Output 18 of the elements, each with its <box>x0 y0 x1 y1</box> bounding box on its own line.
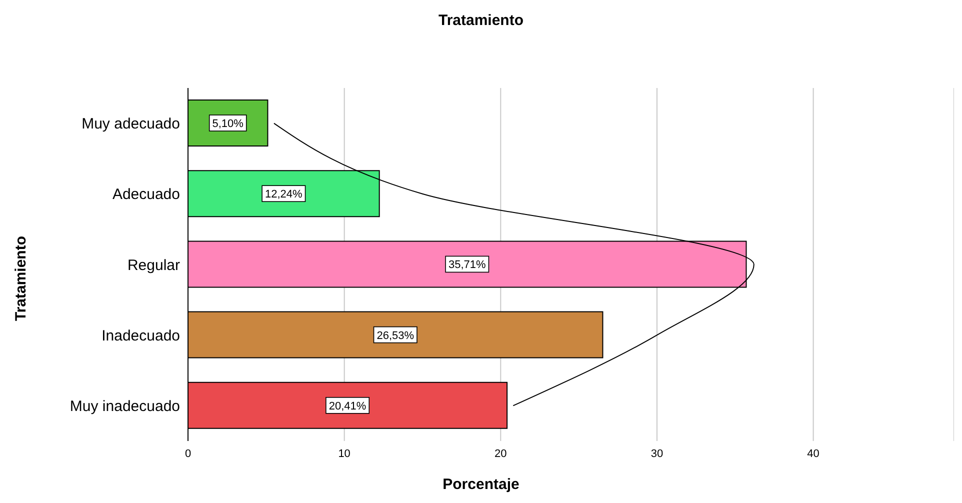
chart-title: Tratamiento <box>437 12 525 29</box>
y-tick-label: Muy inadecuado <box>70 398 180 416</box>
y-tick-label: Muy adecuado <box>82 116 180 133</box>
data-label: 26,53% <box>376 330 414 342</box>
data-label: 20,41% <box>328 400 366 412</box>
y-tick-label: Regular <box>127 256 180 274</box>
data-label: 12,24% <box>265 188 303 201</box>
x-axis-title: Porcentaje <box>442 476 520 493</box>
y-tick-label: Inadecuado <box>102 327 180 344</box>
x-tick-label: 20 <box>494 448 507 460</box>
x-tick-label: 40 <box>807 448 820 460</box>
x-tick-label: 10 <box>338 448 350 460</box>
data-label: 35,71% <box>448 259 486 272</box>
y-tick-label: Adecuado <box>112 186 180 204</box>
x-tick-label: 0 <box>184 448 192 460</box>
y-axis-title: Tratamiento <box>12 234 30 324</box>
data-label: 5,10% <box>212 118 244 130</box>
x-tick-label: 30 <box>650 448 664 460</box>
